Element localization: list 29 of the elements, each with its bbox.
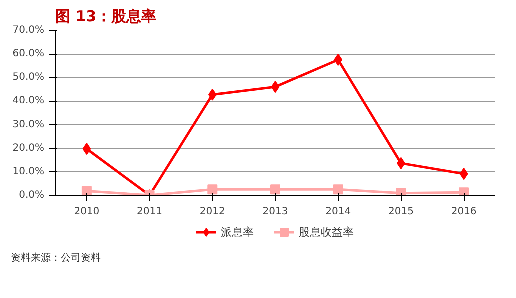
x-tick-label: 2013 [262,206,288,218]
y-tick-label: 50.0% [12,72,45,84]
point [333,184,344,195]
x-tick-label: 2011 [137,206,163,218]
y-tick-label: 40.0% [12,96,45,107]
y-tick-label: 20.0% [12,142,45,154]
legend-label: 股息收益率 [299,224,354,240]
y-tick-label: 70.0% [12,25,45,36]
text: 资料来源：公司资料 [11,252,101,266]
y-tick-label: 10.0% [12,166,45,178]
point [460,168,468,180]
x-tick-label: 2015 [388,206,414,218]
y-tick-label: 60.0% [12,48,45,60]
y-tick-label: 0.0% [19,190,44,201]
point [208,88,217,101]
point [270,184,280,195]
legend-label: 派息率 [221,224,254,240]
point [82,186,92,196]
point [82,143,92,156]
chart-title: 图 13：股息率 [56,8,157,26]
x-tick-label: 2016 [451,206,477,218]
point [459,188,470,196]
x-tick-label: 2012 [200,206,226,218]
point [271,81,280,94]
x-tick-label: 2014 [326,206,352,218]
point [208,184,218,195]
y-tick-label: 30.0% [12,119,45,130]
point [334,54,343,66]
x-tick-label: 2010 [74,206,100,218]
